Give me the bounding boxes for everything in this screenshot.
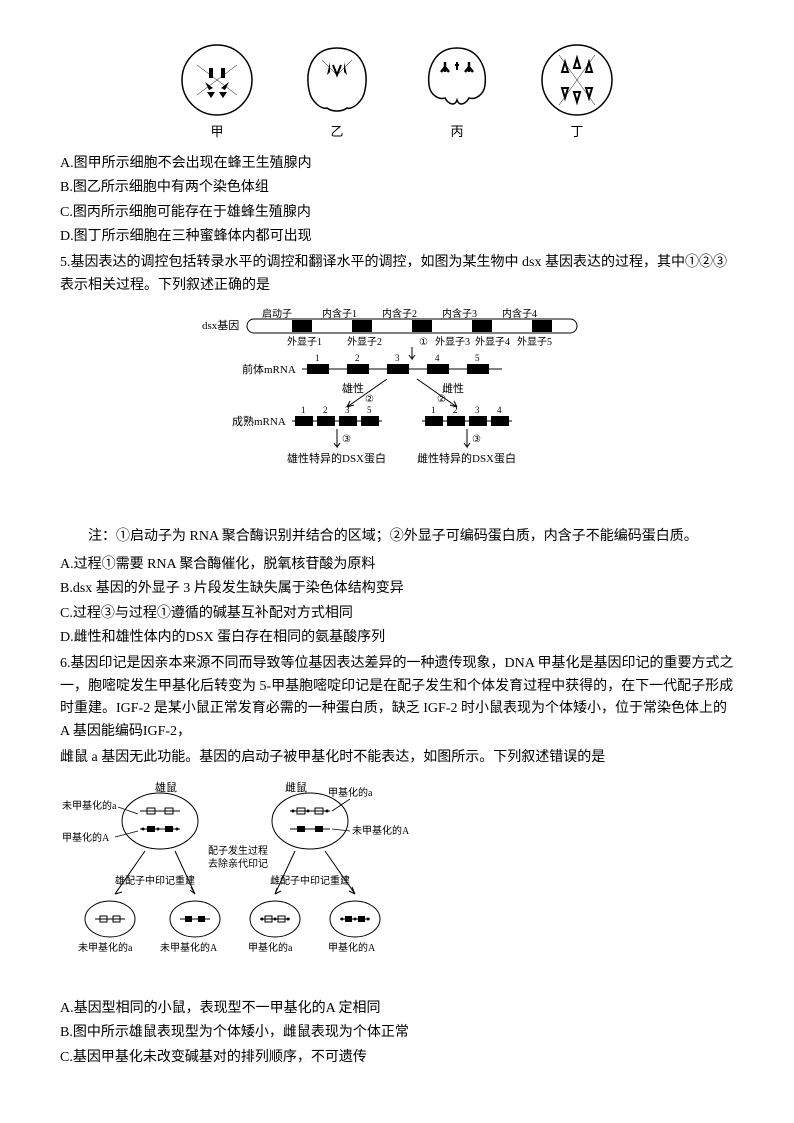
q5-stem: 5.基因表达的调控包括转录水平的调控和翻译水平的调控，如图为某生物中 dsx 基… bbox=[60, 252, 734, 297]
intron2: 内含子2 bbox=[382, 307, 417, 320]
svg-text:3: 3 bbox=[345, 405, 350, 415]
cell-yi-svg bbox=[297, 40, 377, 120]
meth-a-right: 甲基化的a bbox=[328, 786, 373, 799]
q4-option-b: B.图乙所示细胞中有两个染色体组 bbox=[60, 177, 734, 199]
promoter-label: 启动子 bbox=[262, 307, 292, 320]
exon3: 外显子3 bbox=[435, 336, 470, 348]
intron1: 内含子1 bbox=[322, 307, 357, 320]
q4-option-a: A.图甲所示细胞不会出现在蜂王生殖腺内 bbox=[60, 153, 734, 175]
male-label: 雄性 bbox=[342, 381, 364, 395]
svg-text:2: 2 bbox=[355, 353, 360, 363]
svg-text:5: 5 bbox=[367, 405, 372, 415]
male-mouse-label: 雄鼠 bbox=[155, 780, 177, 794]
unmeth-a-left: 未甲基化的a bbox=[62, 799, 117, 812]
q6-option-a: A.基因型相同的小鼠，表现型不一甲基化的A 定相同 bbox=[60, 998, 734, 1020]
svg-text:4: 4 bbox=[497, 405, 502, 415]
female-mouse-label: 雌鼠 bbox=[285, 780, 307, 794]
meth-svg: 雄鼠 未甲基化的a 甲基化的A 雌鼠 甲基化的a 未甲基化的A 配子发生过程 去… bbox=[60, 779, 480, 979]
gene-diagram: dsx基因 启动子 内含子1 内含子2 内含子3 内含子4 外显子1 外显子2 … bbox=[187, 307, 607, 515]
bottom-label-2: 甲基化的a bbox=[248, 941, 293, 954]
q6-option-c: C.基因甲基化未改变碱基对的排列顺序，不可遗传 bbox=[60, 1047, 734, 1069]
step3-left: ③ bbox=[342, 434, 351, 445]
q4-option-c: C.图丙所示细胞可能存在于雄蜂生殖腺内 bbox=[60, 202, 734, 224]
cell-ding: 丁 bbox=[537, 40, 617, 143]
pre-mrna-label: 前体mRNA bbox=[242, 362, 296, 376]
methylation-diagram: 雄鼠 未甲基化的a 甲基化的A 雌鼠 甲基化的a 未甲基化的A 配子发生过程 去… bbox=[60, 779, 480, 987]
cell-jia: 甲 bbox=[177, 40, 257, 143]
q6-stem1: 6.基因印记是因亲本来源不同而导致等位基因表达差异的一种遗传现象，DNA 甲基化… bbox=[60, 653, 734, 743]
bottom-label-1: 未甲基化的A bbox=[160, 941, 218, 954]
mature-mrna-label: 成熟mRNA bbox=[232, 414, 286, 428]
exon5: 外显子5 bbox=[517, 336, 552, 348]
exon2: 外显子2 bbox=[347, 336, 382, 348]
male-rebuild: 雄配子中印记重建 bbox=[115, 874, 195, 887]
svg-text:1: 1 bbox=[315, 353, 320, 363]
intron3: 内含子3 bbox=[442, 307, 477, 320]
svg-text:1: 1 bbox=[431, 405, 436, 415]
female-rebuild: 雌配子中印记重建 bbox=[270, 874, 350, 887]
q5-note: 注：①启动子为 RNA 聚合酶识别并结合的区域；②外显子可编码蛋白质，内含子不能… bbox=[60, 526, 734, 548]
female-label: 雌性 bbox=[442, 381, 464, 395]
meth-A-left: 甲基化的A bbox=[62, 831, 110, 844]
cell-bing-svg bbox=[417, 40, 497, 120]
intron4: 内含子4 bbox=[502, 307, 537, 320]
q5-option-a: A.过程①需要 RNA 聚合酶催化，脱氧核苷酸为原料 bbox=[60, 554, 734, 576]
step2-left: ② bbox=[365, 394, 374, 405]
q5-option-d: D.雌性和雄性体内的DSX 蛋白存在相同的氨基酸序列 bbox=[60, 627, 734, 649]
cell-label-bing: 丙 bbox=[450, 122, 463, 143]
unmeth-A-right: 未甲基化的A bbox=[352, 824, 410, 837]
svg-text:2: 2 bbox=[453, 405, 458, 415]
cell-yi: 乙 bbox=[297, 40, 377, 143]
svg-text:4: 4 bbox=[435, 353, 440, 363]
step2-right: ② bbox=[437, 394, 446, 405]
svg-text:3: 3 bbox=[475, 405, 480, 415]
process-line2: 去除亲代印记 bbox=[208, 857, 268, 870]
step3-right: ③ bbox=[472, 434, 481, 445]
female-protein: 雌性特异的DSX蛋白 bbox=[417, 451, 516, 465]
svg-text:1: 1 bbox=[301, 405, 306, 415]
cell-label-yi: 乙 bbox=[330, 122, 343, 143]
q5-option-c: C.过程③与过程①遵循的碱基互补配对方式相同 bbox=[60, 603, 734, 625]
cell-bing: 丙 bbox=[417, 40, 497, 143]
svg-text:2: 2 bbox=[323, 405, 328, 415]
gene-diagram-svg: dsx基因 启动子 内含子1 内含子2 内含子3 内含子4 外显子1 外显子2 … bbox=[187, 307, 607, 507]
cell-label-jia: 甲 bbox=[210, 122, 223, 143]
q6-option-b: B.图中所示雄鼠表现型为个体矮小，雌鼠表现为个体正常 bbox=[60, 1022, 734, 1044]
exon1: 外显子1 bbox=[287, 336, 322, 348]
q5-option-b: B.dsx 基因的外显子 3 片段发生缺失属于染色体结构变异 bbox=[60, 578, 734, 600]
cell-jia-svg bbox=[177, 40, 257, 120]
bottom-label-3: 甲基化的A bbox=[328, 941, 376, 954]
process-line1: 配子发生过程 bbox=[208, 844, 268, 857]
cell-ding-svg bbox=[537, 40, 617, 120]
step1-label: ① bbox=[419, 337, 428, 348]
q6-stem2: 雌鼠 a 基因无此功能。基因的启动子被甲基化时不能表达，如图所示。下列叙述错误的… bbox=[60, 747, 734, 769]
gene-label: dsx基因 bbox=[202, 319, 239, 332]
svg-text:3: 3 bbox=[395, 353, 400, 363]
cell-diagram-row: 甲 乙 丙 丁 bbox=[60, 40, 734, 143]
exon4: 外显子4 bbox=[475, 336, 510, 348]
cell-label-ding: 丁 bbox=[570, 122, 583, 143]
q4-option-d: D.图丁所示细胞在三种蜜蜂体内都可出现 bbox=[60, 226, 734, 248]
bottom-label-0: 未甲基化的a bbox=[78, 941, 133, 954]
male-protein: 雄性特异的DSX蛋白 bbox=[287, 451, 386, 465]
svg-text:5: 5 bbox=[475, 353, 480, 363]
